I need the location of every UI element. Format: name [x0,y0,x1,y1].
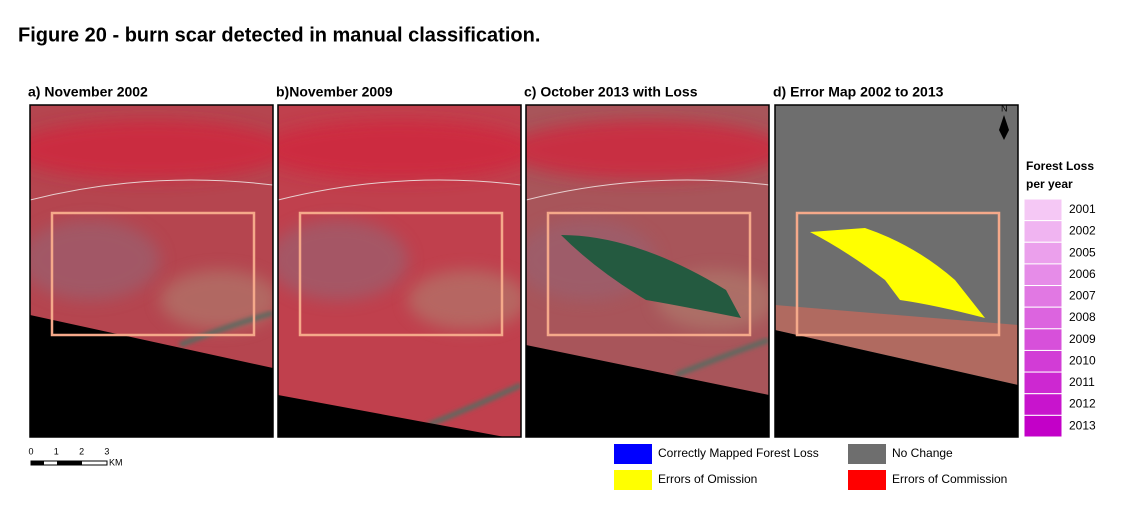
panel-image [278,105,521,437]
study-area [50,211,256,337]
scale-tick: 2 [79,446,84,456]
legend-swatch [1023,198,1063,222]
legend-year: 2001 [1069,202,1096,216]
legend-swatch [1023,220,1063,243]
scale-tick: 3 [104,446,109,456]
legend-year: 2011 [1069,375,1095,389]
legend-swatch [614,444,652,464]
no-data [526,345,769,437]
legend-swatch [1023,328,1063,351]
road [526,179,769,201]
panel-frame [29,104,274,438]
texture [160,270,273,330]
legend-swatch [1023,414,1063,438]
figure-title: Figure 20 - burn scar detected in manual… [18,24,540,46]
legend-swatch [1023,371,1063,395]
legend-label: Correctly Mapped Forest Loss [658,446,819,460]
scale-seg [31,461,44,465]
study-area [546,211,752,337]
legend-year: 2012 [1069,397,1096,411]
texture [30,120,273,180]
legend-title: per year [1026,177,1073,191]
panel-frame [277,104,522,438]
legend-year: 2005 [1069,245,1096,259]
texture [30,220,160,300]
legend-swatch [1023,263,1063,287]
scale-seg [57,461,82,465]
legend-swatch [848,470,886,490]
river [675,337,769,378]
legend-label: No Change [892,446,953,460]
no-data [775,330,1018,437]
legend-swatch [1023,241,1063,265]
panel-label: a) November 2002 [28,84,148,100]
legend-label: Errors of Commission [892,472,1007,486]
scale-tick: 1 [54,446,59,456]
scale-tick: 0 [28,446,33,456]
no-data [30,315,273,437]
legend-year: 2010 [1069,353,1096,367]
panel-image [526,105,769,437]
texture [278,220,408,300]
study-area [795,211,1001,337]
river [427,382,521,428]
panel-frame [774,104,1019,438]
omission-area [810,228,985,318]
burn-scar [561,235,741,318]
legend-swatch [1023,306,1063,330]
panel-label: d) Error Map 2002 to 2013 [773,84,944,100]
road [278,179,521,201]
texture [526,120,769,180]
legend-swatch [1023,393,1063,416]
north-arrow [999,115,1009,140]
legend-title: Forest Loss [1026,159,1094,173]
river [179,310,273,348]
no-data [278,395,521,437]
legend-swatch [614,470,652,490]
texture [278,120,521,180]
legend-swatch [1023,285,1063,308]
study-area [298,211,504,337]
legend-swatch [1023,349,1063,373]
legend-year: 2006 [1069,267,1096,281]
panel-image [775,105,1018,437]
scale-unit: KM [109,457,123,467]
legend-year: 2008 [1069,310,1096,324]
legend-year: 2013 [1069,418,1096,432]
panel-label: c) October 2013 with Loss [524,84,698,100]
texture [408,270,521,330]
legend-label: Errors of Omission [658,472,757,486]
legend-swatch [848,444,886,464]
panel-frame [525,104,770,438]
image-strip [775,305,1018,385]
panel-label: b)November 2009 [276,84,393,100]
legend-year: 2007 [1069,289,1096,303]
panel-image [30,105,273,437]
north-label: N [1001,103,1008,113]
legend-year: 2002 [1069,224,1096,238]
road [30,179,273,201]
legend-year: 2009 [1069,332,1096,346]
